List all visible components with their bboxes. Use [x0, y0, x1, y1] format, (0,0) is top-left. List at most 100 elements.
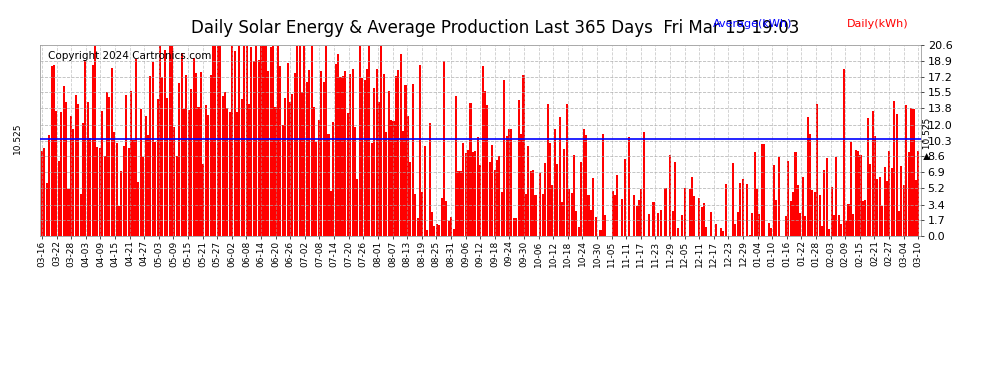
Bar	[67, 189, 69, 236]
Bar	[515, 218, 518, 236]
Bar	[590, 210, 592, 236]
Bar	[484, 91, 486, 236]
Bar	[901, 166, 903, 236]
Bar	[409, 162, 412, 236]
Bar	[657, 213, 659, 236]
Bar	[876, 179, 878, 236]
Bar	[390, 120, 392, 236]
Bar	[388, 91, 390, 236]
Bar	[498, 156, 500, 236]
Bar	[691, 177, 693, 236]
Bar	[528, 146, 530, 236]
Bar	[79, 194, 81, 236]
Bar	[306, 82, 308, 236]
Bar	[898, 210, 900, 236]
Bar	[489, 162, 491, 236]
Bar	[472, 152, 474, 236]
Bar	[831, 187, 833, 236]
Bar	[159, 46, 161, 236]
Bar	[222, 96, 224, 236]
Bar	[250, 47, 252, 236]
Bar	[551, 185, 553, 236]
Bar	[195, 73, 197, 236]
Bar	[104, 156, 106, 236]
Bar	[291, 94, 293, 236]
Bar	[378, 102, 380, 236]
Bar	[481, 66, 483, 236]
Bar	[424, 146, 426, 236]
Bar	[138, 182, 140, 236]
Bar	[72, 129, 74, 236]
Bar	[585, 135, 587, 236]
Bar	[455, 96, 457, 236]
Bar	[824, 170, 826, 236]
Bar	[436, 224, 438, 236]
Bar	[284, 98, 286, 236]
Bar	[506, 136, 508, 236]
Bar	[546, 104, 548, 236]
Bar	[641, 189, 643, 236]
Bar	[244, 46, 246, 236]
Text: Copyright 2024 Cartronics.com: Copyright 2024 Cartronics.com	[49, 51, 212, 61]
Bar	[431, 212, 433, 236]
Bar	[236, 112, 238, 236]
Bar	[525, 194, 527, 236]
Bar	[161, 77, 163, 236]
Bar	[323, 82, 325, 236]
Bar	[854, 150, 856, 236]
Bar	[77, 104, 79, 236]
Bar	[600, 230, 602, 236]
Bar	[130, 91, 132, 236]
Bar	[313, 106, 315, 236]
Bar	[87, 102, 89, 236]
Bar	[879, 177, 881, 236]
Bar	[748, 235, 750, 236]
Bar	[573, 156, 575, 236]
Bar	[544, 163, 546, 236]
Bar	[469, 103, 471, 236]
Bar	[349, 74, 351, 236]
Bar	[847, 204, 849, 236]
Bar	[412, 84, 414, 236]
Bar	[852, 214, 854, 236]
Bar	[464, 153, 466, 236]
Bar	[775, 200, 777, 236]
Bar	[896, 114, 898, 236]
Bar	[614, 195, 616, 236]
Bar	[234, 51, 236, 236]
Bar	[373, 88, 375, 236]
Bar	[121, 171, 123, 236]
Bar	[246, 46, 248, 236]
Bar	[629, 138, 631, 236]
Bar	[580, 162, 582, 236]
Bar	[617, 175, 619, 236]
Bar	[737, 212, 739, 236]
Bar	[795, 152, 797, 236]
Bar	[296, 46, 298, 236]
Bar	[183, 109, 185, 236]
Bar	[681, 216, 683, 236]
Bar	[841, 224, 842, 236]
Bar	[397, 70, 399, 236]
Bar	[219, 46, 221, 236]
Bar	[583, 129, 585, 236]
Bar	[819, 195, 821, 236]
Bar	[400, 54, 402, 236]
Bar	[725, 184, 727, 236]
Bar	[881, 206, 883, 236]
Bar	[698, 198, 700, 236]
Bar	[346, 113, 348, 236]
Bar	[354, 127, 356, 236]
Bar	[849, 142, 852, 236]
Bar	[715, 224, 717, 236]
Bar	[358, 46, 360, 236]
Bar	[542, 194, 544, 236]
Bar	[508, 129, 510, 236]
Bar	[308, 70, 310, 236]
Bar	[106, 92, 108, 236]
Bar	[773, 165, 775, 236]
Bar	[814, 192, 816, 236]
Bar	[351, 69, 353, 236]
Bar	[790, 201, 792, 236]
Bar	[501, 192, 503, 236]
